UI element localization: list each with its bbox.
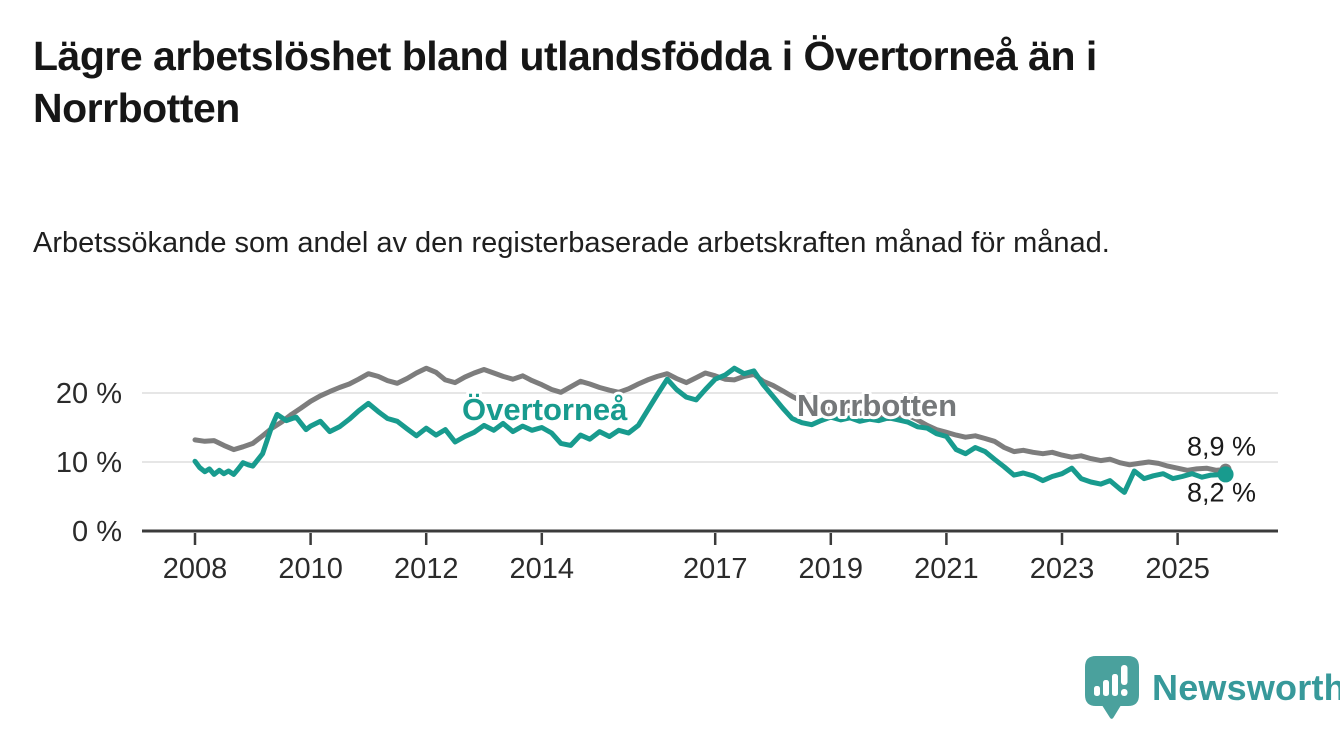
newsworthy-logo-icon [1085, 656, 1139, 719]
series-end-value-label-norrbotten: 8,9 % [1187, 432, 1256, 462]
chart-subtitle: Arbetssökande som andel av den registerb… [33, 227, 1110, 259]
x-tick-label: 2019 [799, 553, 864, 585]
series-line-övertorneå [192, 365, 1229, 495]
series-end-dot-övertorneå [1217, 466, 1234, 483]
newsworthy-brand: Newsworthy [1085, 656, 1340, 720]
x-tick-label: 2017 [683, 553, 748, 585]
x-tick-label: 2012 [394, 553, 459, 585]
chart-canvas: 2008 2010 2012 2014 2017 2019 2021 2023 2025 0 % 1… [56, 365, 1278, 585]
x-tick-label: 2014 [510, 553, 575, 585]
series-label-övertorneå: Övertorneå [462, 392, 628, 427]
x-tick-label: 2021 [914, 553, 979, 585]
series-line-norrbotten [192, 365, 1229, 473]
y-tick-label: 0 % [72, 516, 122, 548]
x-tick-label: 2025 [1145, 553, 1210, 585]
x-tick-label: 2008 [163, 553, 228, 585]
y-tick-label: 20 % [56, 378, 122, 410]
unemployment-line-chart: 2008 2010 2012 2014 2017 2019 2021 2023 2025 0 % 1… [0, 330, 1340, 600]
brand-name: Newsworthy [1152, 667, 1340, 708]
x-tick-label: 2023 [1030, 553, 1095, 585]
y-tick-label: 10 % [56, 447, 122, 479]
series-label-norrbotten: Norrbotten [797, 388, 957, 423]
series-end-value-label-övertorneå: 8,2 % [1187, 477, 1256, 507]
x-tick-label: 2010 [278, 553, 343, 585]
chart-title: Lägre arbetslöshet bland utlandsfödda i … [33, 33, 1097, 131]
